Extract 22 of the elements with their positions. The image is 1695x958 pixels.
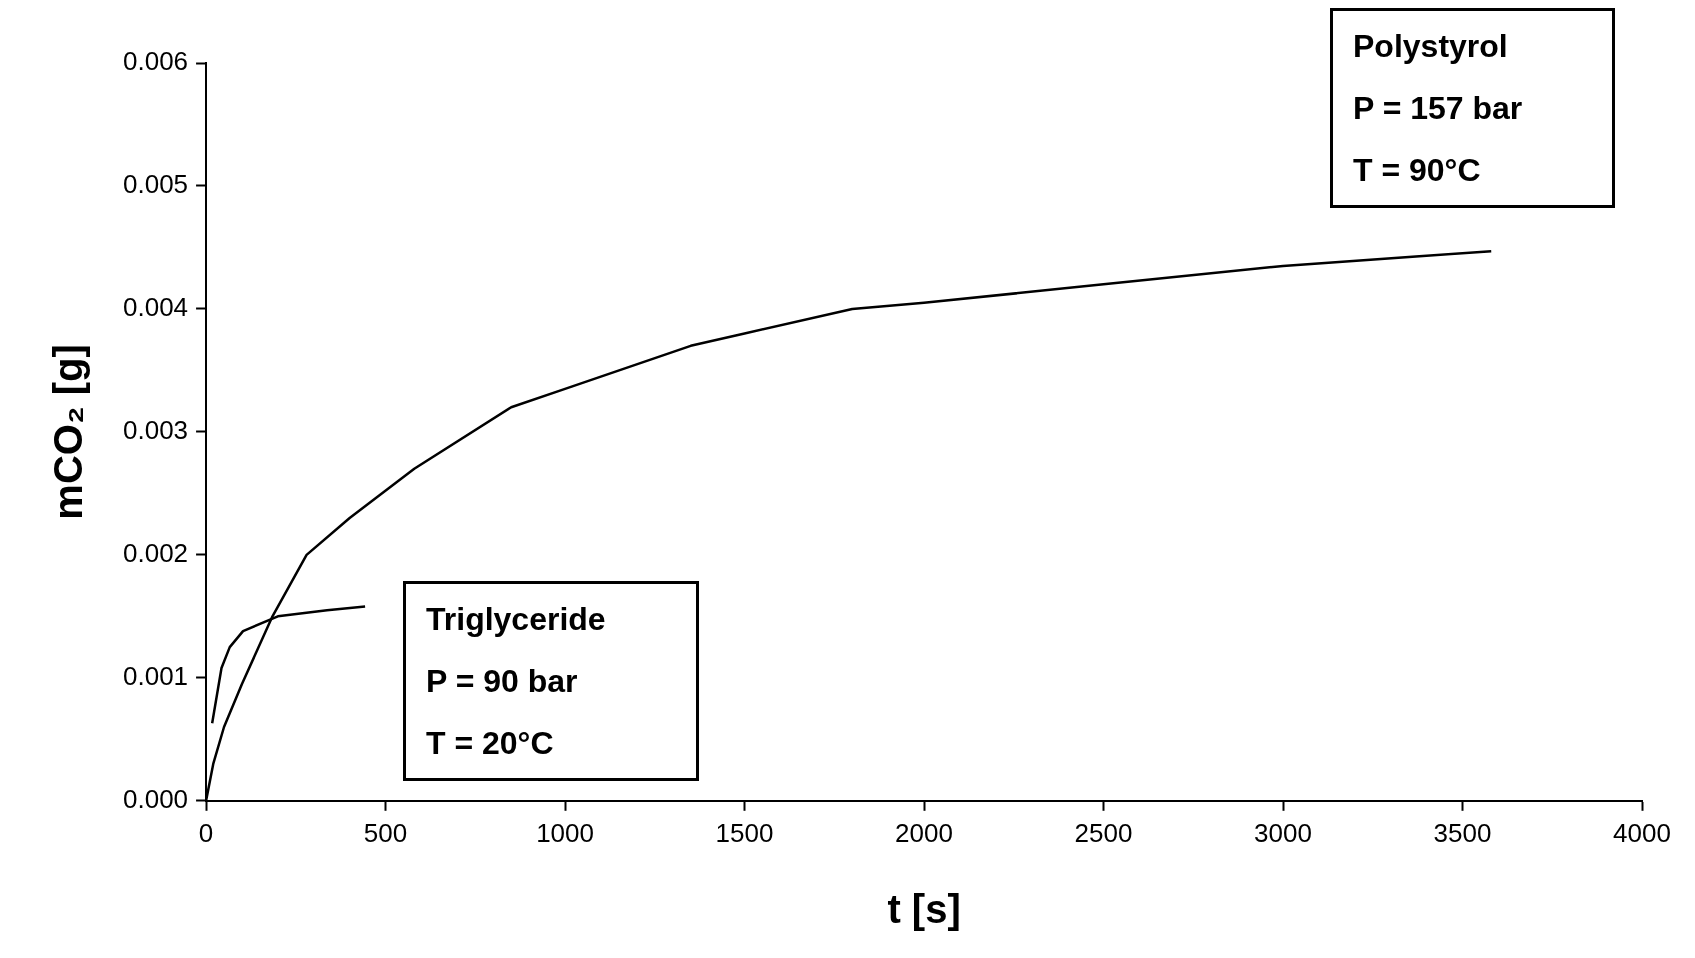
y-tick-label: 0.001 [122,661,189,692]
y-tick-label: 0.005 [122,169,189,200]
y-tick-label: 0.006 [122,46,189,77]
x-tick-label: 4000 [1613,817,1671,848]
annotation: Polystyrol P = 157 bar T = 90°C [1353,27,1523,190]
x-tick-label: 1000 [536,817,594,848]
y-tick-label: 0.003 [122,415,189,446]
x-tick-label: 3000 [1254,817,1312,848]
y-axis-title: mCO₂ [g] [46,344,91,520]
text-box: Triglyceride P = 90 bar T = 20°C [403,581,699,781]
x-tick-label: 3500 [1433,817,1492,848]
y-tick-label: 0.002 [122,538,189,569]
y-tick-label: 0.004 [122,292,189,323]
x-tick-label: 0 [198,817,214,848]
x-tick-label: 2000 [895,817,953,848]
x-axis-title: t [s] [887,887,961,932]
x-tick-label: 500 [363,817,408,848]
x-tick-label: 1500 [715,817,774,848]
x-tick-label: 2500 [1074,817,1133,848]
y-tick-label: 0.000 [122,783,189,814]
text-box: Polystyrol P = 157 bar T = 90°C [1330,8,1616,208]
annotation: Triglyceride P = 90 bar T = 20°C [426,600,606,763]
